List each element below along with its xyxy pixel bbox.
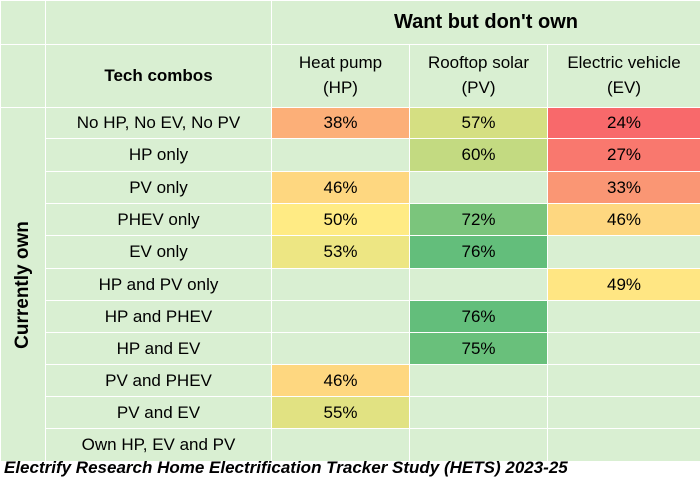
table-row: HP and PHEV 76% <box>1 301 700 333</box>
value-cell: 60% <box>410 139 548 172</box>
value-cell <box>548 429 700 462</box>
row-label: EV only <box>46 236 272 269</box>
column-header-hp: Heat pump (HP) <box>272 45 410 108</box>
heatmap-table: Want but don't own Tech combos Heat pump… <box>0 0 700 462</box>
row-label: HP only <box>46 139 272 172</box>
value-cell <box>548 365 700 397</box>
value-cell <box>410 172 548 204</box>
value-cell: 76% <box>410 236 548 269</box>
table-row: HP and PV only 49% <box>1 269 700 301</box>
value-cell: 46% <box>548 204 700 236</box>
column-header-line: Rooftop solar <box>428 53 529 72</box>
value-cell <box>548 301 700 333</box>
value-cell: 49% <box>548 269 700 301</box>
tech-combos-header: Tech combos <box>46 45 272 108</box>
value-cell <box>548 333 700 365</box>
currently-own-cell: Currently own <box>1 108 46 462</box>
value-cell <box>548 236 700 269</box>
column-header-ev: Electric vehicle (EV) <box>548 45 700 108</box>
row-label: PV only <box>46 172 272 204</box>
row-label: HP and PV only <box>46 269 272 301</box>
value-cell: 75% <box>410 333 548 365</box>
corner-cell <box>1 1 46 45</box>
value-cell: 46% <box>272 172 410 204</box>
value-cell: 53% <box>272 236 410 269</box>
row-label: PHEV only <box>46 204 272 236</box>
value-cell <box>272 269 410 301</box>
value-cell: 38% <box>272 108 410 139</box>
table-row: HP only 60%27% <box>1 139 700 172</box>
value-cell: 57% <box>410 108 548 139</box>
value-cell: 76% <box>410 301 548 333</box>
column-header-line: Electric vehicle <box>567 53 680 72</box>
column-header-line: Heat pump <box>299 53 382 72</box>
row-label: PV and EV <box>46 397 272 429</box>
footer-source: Electrify Research Home Electrification … <box>4 458 568 478</box>
value-cell: 46% <box>272 365 410 397</box>
value-cell: 27% <box>548 139 700 172</box>
value-cell: 72% <box>410 204 548 236</box>
value-cell: 50% <box>272 204 410 236</box>
row-label: HP and EV <box>46 333 272 365</box>
row-label: HP and PHEV <box>46 301 272 333</box>
row-label: Own HP, EV and PV <box>46 429 272 462</box>
column-header-line: (PV) <box>462 78 496 97</box>
value-cell: 33% <box>548 172 700 204</box>
value-cell <box>410 429 548 462</box>
value-cell <box>272 139 410 172</box>
value-cell <box>410 365 548 397</box>
value-cell <box>410 269 548 301</box>
table-row: Own HP, EV and PV <box>1 429 700 462</box>
value-cell: 55% <box>272 397 410 429</box>
column-header-line: (EV) <box>607 78 641 97</box>
currently-own-label: Currently own <box>12 221 34 349</box>
corner-cell <box>1 45 46 108</box>
corner-cell <box>46 1 272 45</box>
table-row: HP and EV 75% <box>1 333 700 365</box>
value-cell <box>272 301 410 333</box>
column-header-pv: Rooftop solar (PV) <box>410 45 548 108</box>
value-cell <box>272 333 410 365</box>
value-cell <box>548 397 700 429</box>
row-label: PV and PHEV <box>46 365 272 397</box>
value-cell <box>272 429 410 462</box>
value-cell <box>410 397 548 429</box>
row-label: No HP, No EV, No PV <box>46 108 272 139</box>
want-header: Want but don't own <box>272 1 700 45</box>
column-header-line: (HP) <box>323 78 358 97</box>
value-cell: 24% <box>548 108 700 139</box>
